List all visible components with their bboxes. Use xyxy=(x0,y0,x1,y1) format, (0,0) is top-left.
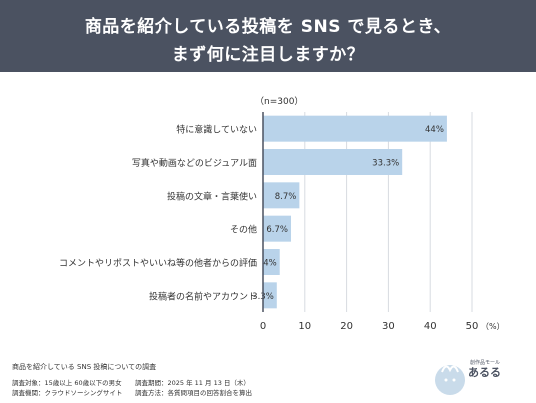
category-label-3: その他 xyxy=(230,224,257,236)
category-label-0: 特に意識していない xyxy=(176,124,257,136)
category-label-2: 投稿の文章・言葉使い xyxy=(167,190,257,202)
logo-circle xyxy=(435,365,465,395)
brand-logo xyxy=(435,365,465,395)
bar-3 xyxy=(263,215,292,242)
footer-survey-title: 商品を紹介している SNS 投稿についての調査 xyxy=(12,363,157,371)
category-label-4: コメントやリポストやいいね等の他者からの評価 xyxy=(59,257,257,269)
logo-ears xyxy=(441,365,459,373)
bar-0 xyxy=(263,115,447,142)
x-tick-20: 20 xyxy=(340,321,353,332)
footer-agency: 調査機関：クラウドソーシングサイト xyxy=(12,389,123,397)
bar-1 xyxy=(263,149,403,175)
chart-header: 商品を紹介している投稿を SNS で見るとき、 まず何に注目しますか？ xyxy=(0,0,536,72)
x-tick-30: 30 xyxy=(382,321,395,332)
chart-title-line-2: まず何に注目しますか？ xyxy=(171,45,365,65)
value-label-1: 33.3% xyxy=(372,159,399,169)
logo-subtitle: 創作品モール xyxy=(470,360,501,366)
value-label-3: 6.7% xyxy=(266,225,288,235)
bar-2 xyxy=(263,182,300,209)
footer-method: 調査方法：各質問項目の回答割合を算出 xyxy=(135,389,252,397)
footer-period: 調査期間：2025 年 11 月 13 日（木） xyxy=(135,379,250,387)
bar-5 xyxy=(263,282,277,309)
x-tick-10: 10 xyxy=(298,321,311,332)
footer-target: 調査対象：15歳以上 60歳以下の男女 xyxy=(12,379,122,387)
logo-brand-name: あるる xyxy=(468,366,501,379)
value-label-4: 4% xyxy=(263,259,277,269)
value-label-0: 44% xyxy=(425,125,444,135)
category-label-5: 投稿者の名前やアカウント xyxy=(149,290,257,302)
x-tick-0: 0 xyxy=(260,321,266,332)
x-tick-40: 40 xyxy=(424,321,437,332)
category-label-1: 写真や動画などのビジュアル面 xyxy=(132,157,257,169)
value-label-2: 8.7% xyxy=(275,192,297,202)
bar-4 xyxy=(263,249,280,275)
chart-title-line-1: 商品を紹介している投稿を SNS で見るとき、 xyxy=(84,17,452,37)
sample-size-note: （n=300） xyxy=(255,96,303,107)
x-tick-50: 50 xyxy=(466,321,479,332)
x-unit: （%） xyxy=(481,322,505,331)
